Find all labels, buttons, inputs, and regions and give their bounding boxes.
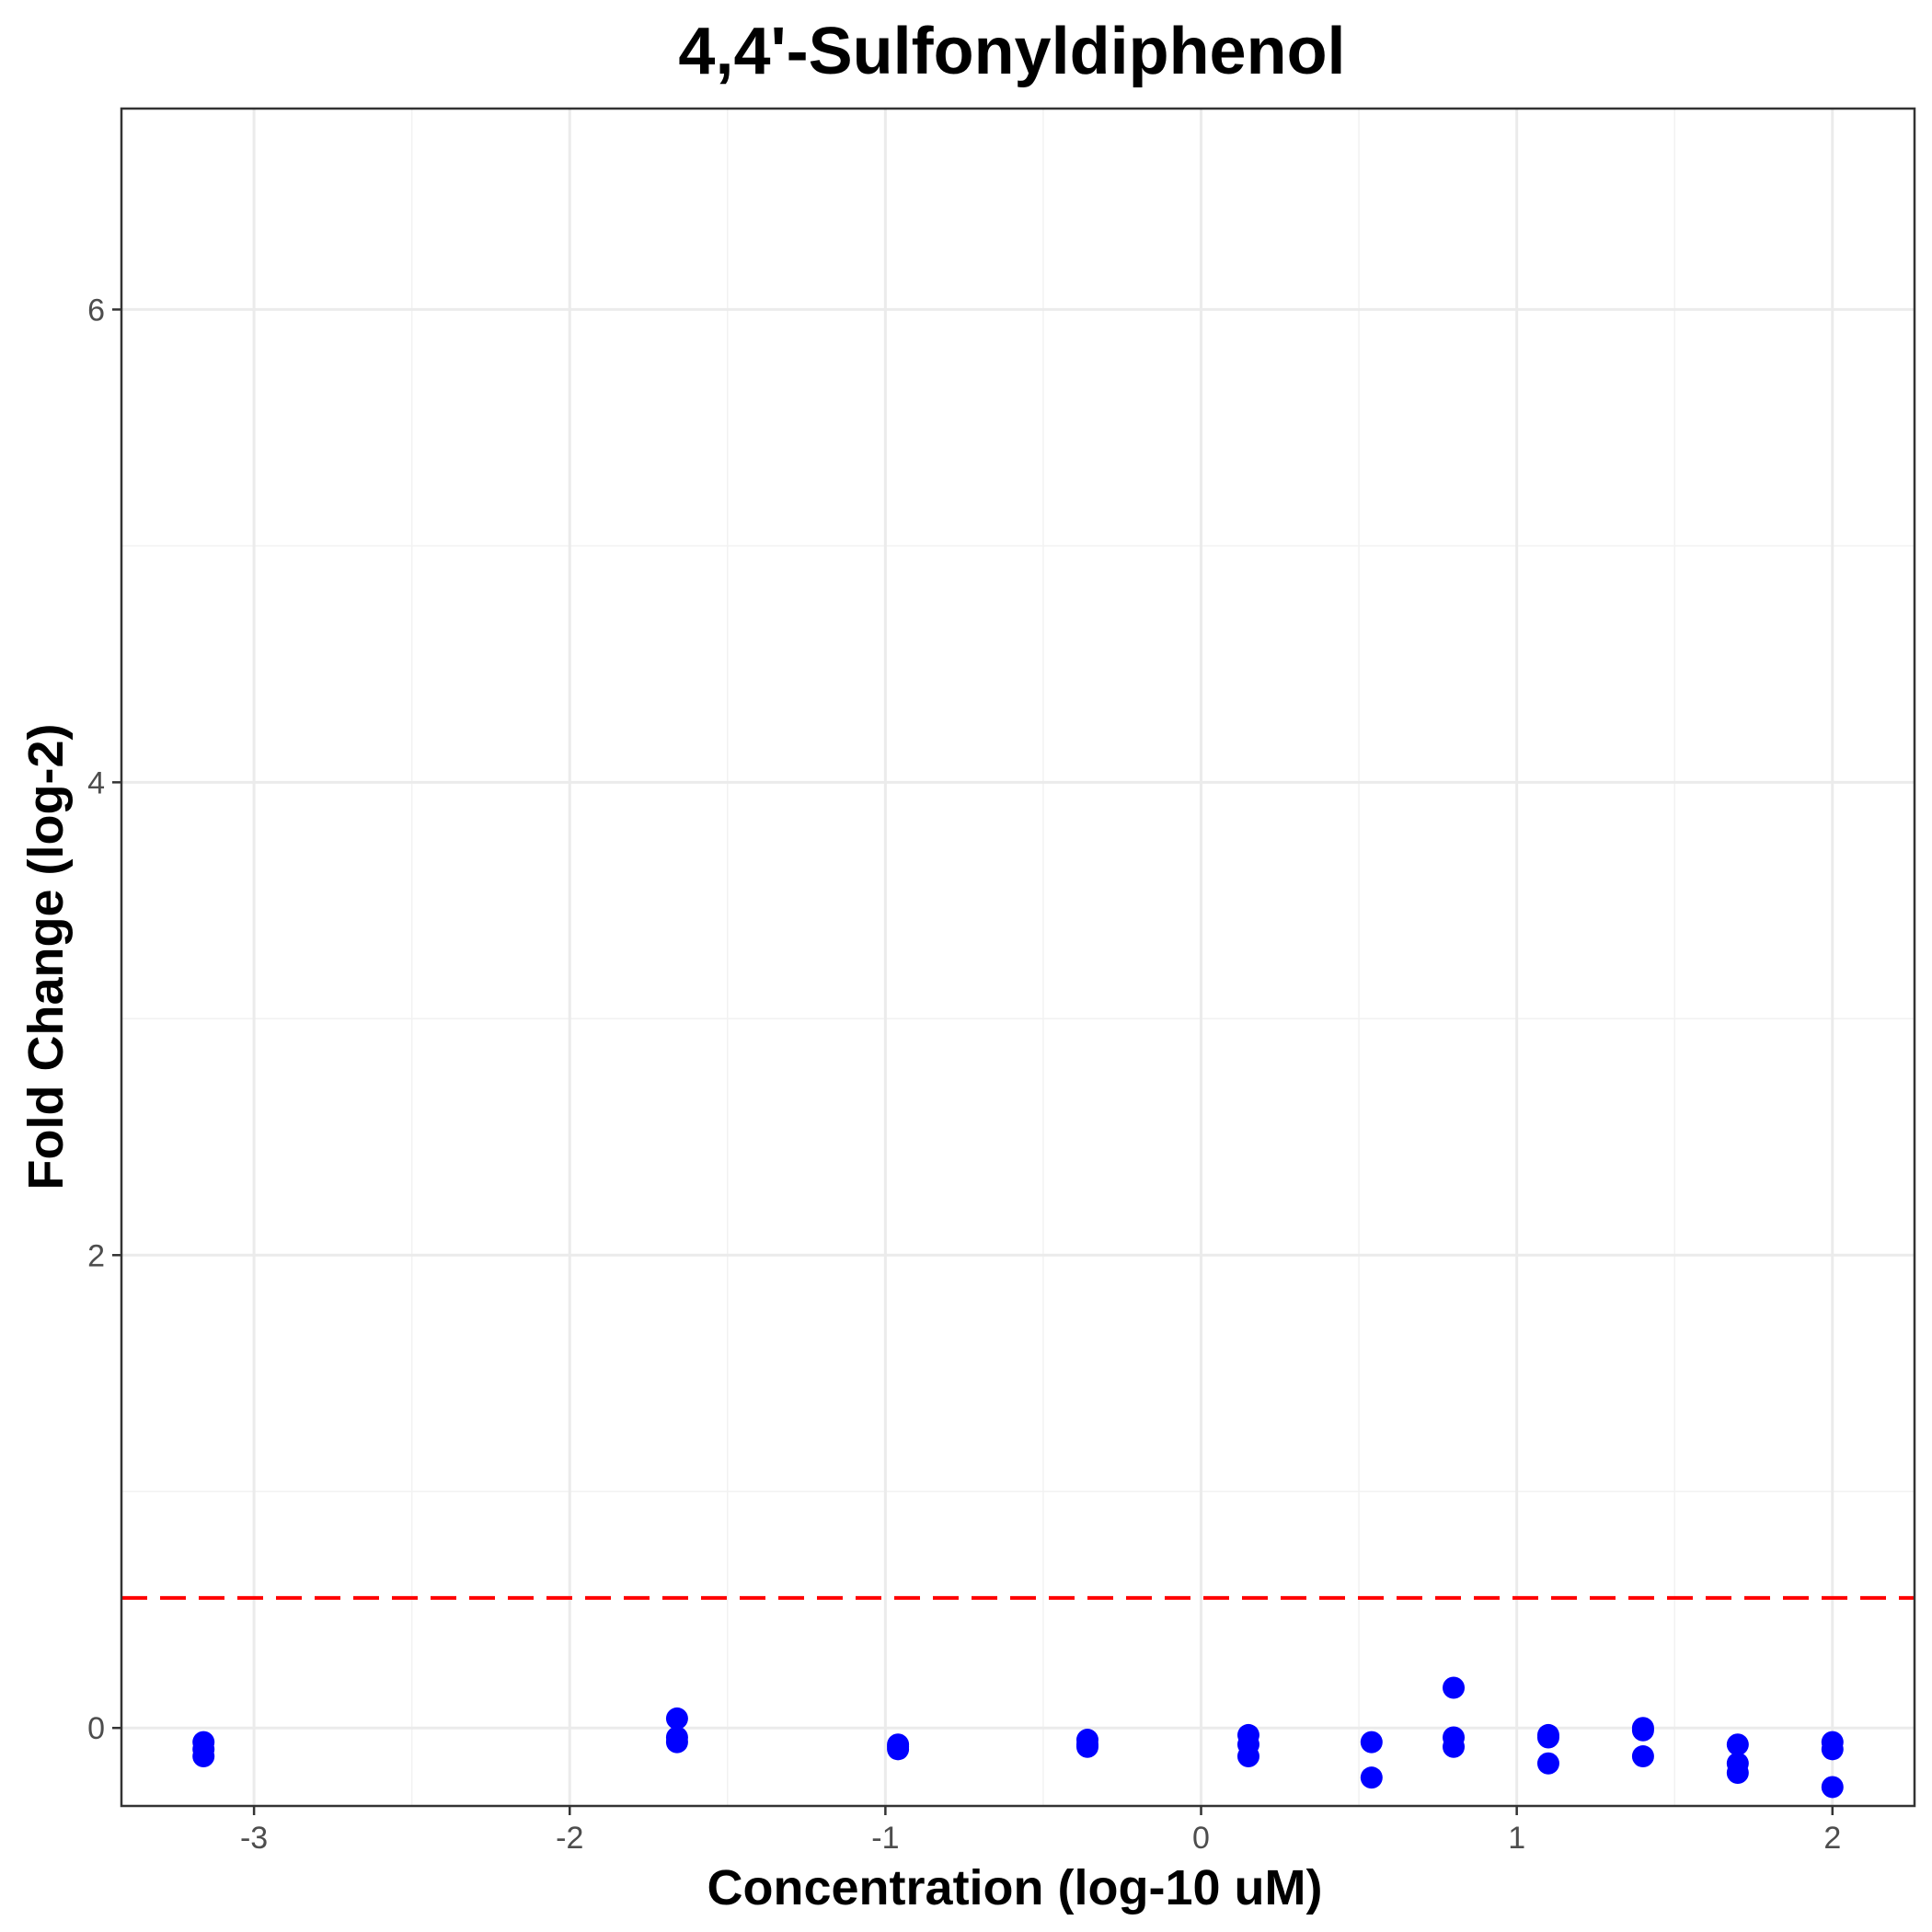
x-tick-label: 0 — [1192, 1821, 1210, 1856]
data-point — [1631, 1719, 1654, 1742]
data-point — [1821, 1738, 1844, 1761]
data-point — [1631, 1745, 1654, 1768]
x-axis-label: Concentration (log-10 uM) — [707, 1860, 1323, 1915]
y-tick-label: 4 — [87, 765, 105, 800]
y-axis-label: Fold Change (log-2) — [18, 724, 74, 1190]
data-point — [1536, 1726, 1559, 1749]
y-tick-label: 0 — [87, 1711, 105, 1746]
x-tick-label: 1 — [1508, 1821, 1525, 1856]
data-point — [1443, 1735, 1466, 1758]
x-tick-label: -3 — [240, 1821, 268, 1856]
plot-panel-border — [120, 107, 1916, 1808]
points-layer — [192, 1676, 1844, 1799]
axis-ticks: -3 -2 -1 0 1 2 0 2 4 6 — [87, 293, 1841, 1856]
chart-title: 4,4'-Sulfonyldiphenol — [678, 15, 1345, 88]
data-point — [665, 1731, 688, 1754]
data-point — [1821, 1776, 1844, 1799]
data-point — [1443, 1676, 1466, 1699]
data-point — [1236, 1745, 1259, 1768]
y-tick-label: 2 — [87, 1238, 105, 1273]
data-point — [887, 1738, 910, 1761]
y-tick-label: 6 — [87, 293, 105, 328]
data-point — [192, 1745, 215, 1768]
data-point — [1536, 1752, 1559, 1775]
grid — [121, 109, 1915, 1806]
data-point — [1075, 1735, 1098, 1758]
data-point — [665, 1707, 688, 1730]
x-tick-label: -2 — [556, 1821, 583, 1856]
data-point — [1726, 1733, 1749, 1756]
data-point — [1360, 1766, 1383, 1789]
x-tick-label: 2 — [1823, 1821, 1841, 1856]
x-tick-label: -1 — [871, 1821, 899, 1856]
data-point — [1360, 1731, 1383, 1754]
data-point — [1726, 1762, 1749, 1785]
